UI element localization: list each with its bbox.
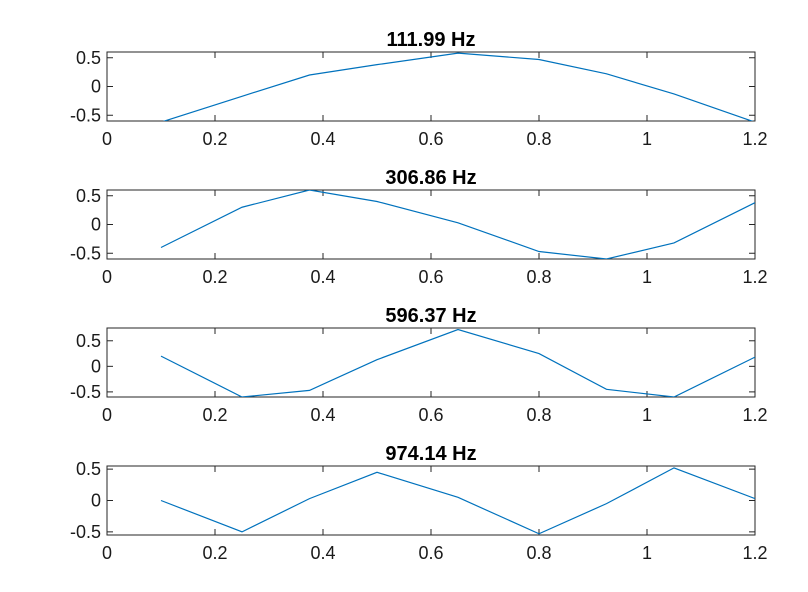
x-tick-label: 0 [102,267,112,287]
x-tick-label: 0.6 [418,405,443,425]
y-tick-label: -0.5 [70,522,101,542]
series-line [160,190,755,259]
y-tick-label: 0.5 [76,459,101,479]
y-tick-label: -0.5 [70,243,101,263]
x-tick-label: 1.2 [742,405,767,425]
chart-title: 111.99 Hz [387,29,476,51]
subplot-4: 974.14 Hz0 0.2 0.4 0.6 0.8 1 1.2-0.500.5 [70,443,768,563]
x-tick-label: 0 [102,543,112,563]
x-tick-label: 0.4 [310,543,335,563]
x-tick-label: 0.2 [202,129,227,149]
x-tick-label: 0.4 [310,267,335,287]
x-tick-label: 0.8 [526,129,551,149]
chart-title: 596.37 Hz [385,305,476,327]
x-tick-label: 1 [642,543,652,563]
subplot-2: 306.86 Hz0 0.2 0.4 0.6 0.8 1 1.2-0.500.5 [70,167,768,287]
x-tick-label: 0.6 [418,129,443,149]
x-tick-label: 1 [642,405,652,425]
chart-title: 306.86 Hz [385,167,476,189]
x-tick-label: 1.2 [742,129,767,149]
y-tick-label: 0 [91,215,101,235]
x-tick-label: 1 [642,129,652,149]
series-line [160,467,755,535]
y-tick-label: 0 [91,356,101,376]
x-tick-label: 0.8 [526,267,551,287]
x-tick-label: 1.2 [742,267,767,287]
axes-box [106,51,756,122]
series-line [160,328,755,397]
subplot-3: 596.37 Hz0 0.2 0.4 0.6 0.8 1 1.2-0.500.5 [70,305,768,425]
x-tick-label: 0.2 [202,405,227,425]
x-tick-label: 0.2 [202,267,227,287]
y-tick-label: -0.5 [70,382,101,402]
x-tick-label: 1 [642,267,652,287]
x-tick-label: 0.6 [418,543,443,563]
x-tick-label: 0 [102,405,112,425]
series-line [162,52,754,121]
axes-box [106,327,756,398]
y-tick-label: 0.5 [76,331,101,351]
axes-box [106,465,756,536]
y-tick-label: 0 [91,491,101,511]
chart-title: 974.14 Hz [385,443,476,465]
x-tick-label: 0.4 [310,405,335,425]
y-tick-label: 0.5 [76,186,101,206]
y-tick-label: 0 [91,77,101,97]
x-tick-label: 0 [102,129,112,149]
x-tick-label: 1.2 [742,543,767,563]
x-tick-label: 0.8 [526,543,551,563]
y-tick-label: 0.5 [76,48,101,68]
x-tick-label: 0.8 [526,405,551,425]
x-tick-label: 0.4 [310,129,335,149]
x-tick-label: 0.6 [418,267,443,287]
axes-box [106,189,756,260]
y-tick-label: -0.5 [70,105,101,125]
subplot-1: 111.99 Hz0 0.2 0.4 0.6 0.8 1 1.2-0.500.5 [70,29,768,149]
x-tick-label: 0.2 [202,543,227,563]
